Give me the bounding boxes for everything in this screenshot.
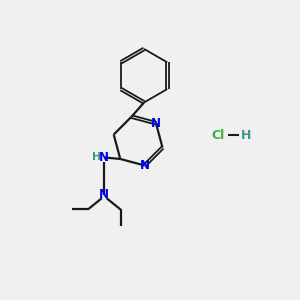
Text: Cl: Cl bbox=[212, 129, 225, 142]
Text: H: H bbox=[241, 129, 251, 142]
Text: N: N bbox=[99, 151, 109, 164]
Text: N: N bbox=[151, 117, 161, 130]
Text: H: H bbox=[92, 152, 101, 162]
Text: N: N bbox=[99, 188, 109, 201]
Text: N: N bbox=[140, 159, 150, 172]
